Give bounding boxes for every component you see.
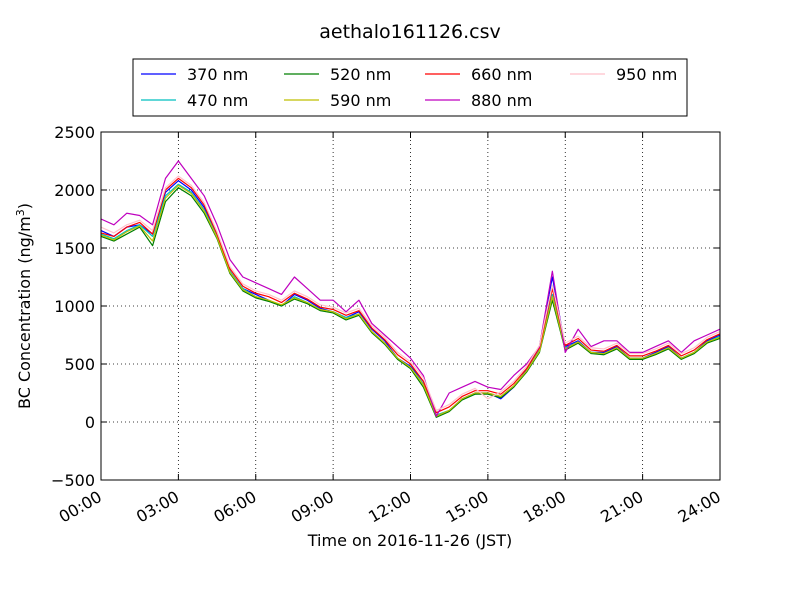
chart-title: aethalo161126.csv bbox=[319, 21, 501, 43]
legend-label: 880 nm bbox=[471, 91, 532, 110]
legend-label: 590 nm bbox=[330, 91, 391, 110]
legend: 370 nm 470 nm 520 nm 590 nm 660 nm 880 nm 950 … bbox=[132, 58, 688, 117]
legend-label: 660 nm bbox=[471, 65, 532, 84]
y-axis-label-sup: 3 bbox=[14, 209, 27, 216]
y-tick-label: 0 bbox=[85, 413, 95, 432]
series-line-660-nm bbox=[100, 177, 721, 414]
legend-box bbox=[132, 58, 688, 117]
y-axis-label-main: BC Concentration (ng/m bbox=[15, 216, 34, 409]
series-line-370-nm bbox=[100, 180, 721, 417]
y-tick-label: 2500 bbox=[54, 123, 95, 142]
y-tick-label: 500 bbox=[64, 355, 95, 374]
y-tick-label: −500 bbox=[51, 471, 95, 490]
y-axis-label: BC Concentration (ng/m3) bbox=[14, 203, 34, 409]
legend-label: 470 nm bbox=[187, 91, 248, 110]
legend-label: 370 nm bbox=[187, 65, 248, 84]
y-tick-label: 1500 bbox=[54, 239, 95, 258]
x-axis-label: Time on 2016-11-26 (JST) bbox=[307, 531, 512, 550]
series-line-880-nm bbox=[100, 160, 721, 417]
y-axis-label-close: ) bbox=[15, 203, 34, 209]
y-tick-label: 1000 bbox=[54, 297, 95, 316]
legend-label: 520 nm bbox=[330, 65, 391, 84]
series-line-950-nm bbox=[100, 175, 721, 411]
y-tick-label: 2000 bbox=[54, 181, 95, 200]
series-line-520-nm bbox=[100, 187, 721, 418]
series-line-590-nm bbox=[100, 184, 721, 417]
legend-label: 950 nm bbox=[616, 65, 677, 84]
series-layer bbox=[100, 160, 721, 418]
